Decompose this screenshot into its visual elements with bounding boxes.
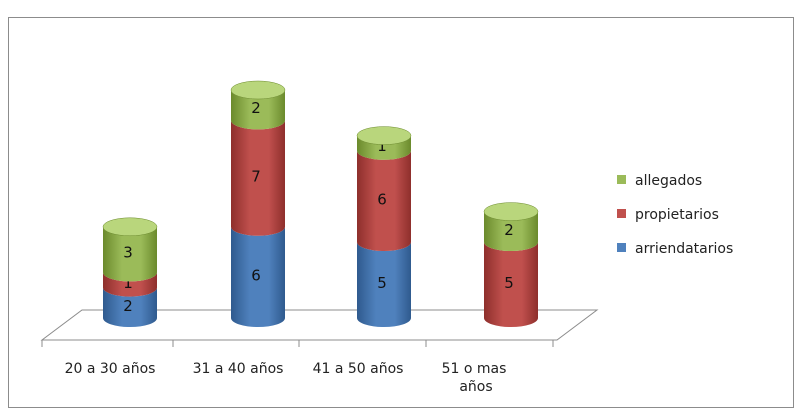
legend-label-propietarios: propietarios (635, 207, 719, 223)
data-label: 1 (377, 137, 387, 155)
bar-top-cap (230, 80, 286, 100)
bar-segment-allegados (484, 211, 538, 251)
x-tick-label: 31 a 40 años (193, 361, 284, 377)
legend-label-allegados: allegados (635, 173, 702, 189)
data-label: 6 (377, 190, 387, 208)
bar-segment-arriendatarios (357, 242, 411, 327)
legend-swatch-arriendatarios (617, 243, 626, 252)
legend-swatch-propietarios (617, 209, 626, 218)
bar-segment-propietarios (484, 242, 538, 327)
bar-segment-allegados (231, 90, 285, 130)
data-label: 2 (504, 221, 514, 239)
chart-floor (40, 309, 599, 341)
bar-segment-allegados (103, 226, 157, 282)
bar-segment-propietarios (231, 120, 285, 236)
data-label: 2 (123, 297, 133, 315)
bar-segment-propietarios (103, 272, 157, 297)
bar-top-cap (483, 202, 539, 221)
data-label: 5 (504, 274, 514, 292)
data-label: 6 (251, 266, 261, 284)
bar-segment-arriendatarios (231, 226, 285, 327)
data-label: 3 (123, 244, 133, 262)
legend-swatch-allegados (617, 175, 626, 184)
x-tick-label: años (459, 379, 492, 395)
x-tick-label: 51 o mas (442, 361, 507, 377)
legend-label-arriendatarios: arriendatarios (635, 241, 733, 257)
data-label: 5 (377, 274, 387, 292)
data-label: 1 (123, 274, 133, 292)
x-tick-label: 20 a 30 años (65, 361, 156, 377)
x-tick-label: 41 a 50 años (313, 361, 404, 377)
bar-top-cap (102, 217, 158, 237)
bar-segment-arriendatarios (103, 287, 157, 327)
bar-top-cap (356, 126, 412, 145)
data-label: 7 (251, 168, 261, 186)
bar-segment-allegados (357, 135, 411, 160)
bar-segment-propietarios (357, 150, 411, 251)
data-label: 2 (251, 99, 261, 117)
